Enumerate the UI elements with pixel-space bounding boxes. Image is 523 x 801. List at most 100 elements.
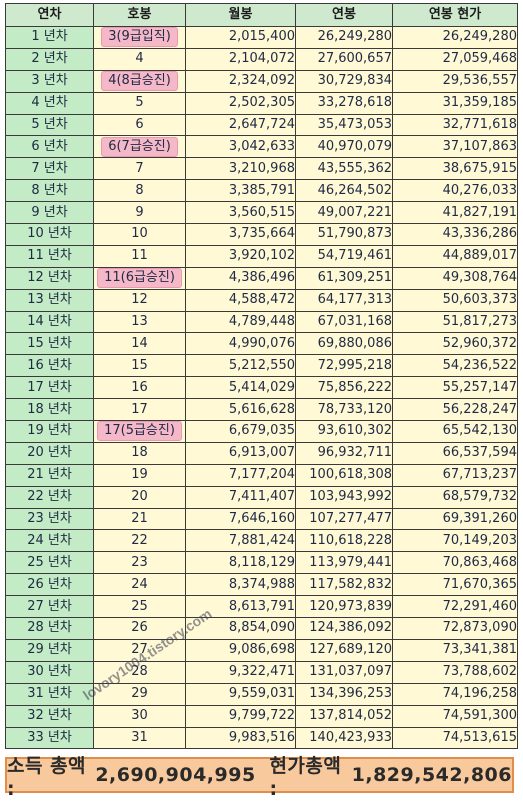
- table-row: 2 년차 4 2,104,072 27,600,657 27,059,468: [5, 47, 518, 71]
- present-value-cell: 73,341,381: [392, 638, 518, 662]
- annual-cell: 131,037,097: [295, 660, 393, 684]
- annual-cell: 30,729,834: [295, 69, 393, 93]
- monthly-cell: 8,613,791: [185, 595, 296, 619]
- monthly-cell: 9,086,698: [185, 638, 296, 662]
- year-cell: 1 년차: [5, 26, 94, 49]
- grade-cell: 4(8급승진): [93, 69, 186, 93]
- monthly-cell: 5,616,628: [185, 398, 296, 422]
- grade-cell: 30: [93, 704, 186, 728]
- annual-cell: 107,277,477: [295, 507, 393, 531]
- annual-cell: 49,007,221: [295, 201, 393, 225]
- grade-cell: 23: [93, 551, 186, 575]
- annual-cell: 61,309,251: [295, 266, 393, 290]
- grade-cell: 12: [93, 288, 186, 312]
- year-cell: 9 년차: [5, 201, 94, 225]
- table-row: 10 년차 10 3,735,664 51,790,873 43,336,286: [5, 223, 518, 246]
- monthly-cell: 7,646,160: [185, 507, 296, 531]
- year-cell: 24 년차: [5, 529, 94, 553]
- table-row: 27 년차 25 8,613,791 120,973,839 72,291,460: [5, 595, 518, 619]
- grade-cell: 10: [93, 223, 186, 246]
- table-row: 31 년차 29 9,559,031 134,396,253 74,196,258: [5, 682, 518, 706]
- monthly-cell: 3,210,968: [185, 157, 296, 181]
- table-row: 5 년차 6 2,647,724 35,473,053 32,771,618: [5, 113, 518, 137]
- table-row: 3 년차 4(8급승진) 2,324,092 30,729,834 29,536,557: [5, 69, 518, 93]
- year-cell: 10 년차: [5, 223, 94, 246]
- salary-table: 연차 호봉 월봉 연봉 연봉 현가 1 년차 3(9급입직) 2,015,400 26…: [5, 3, 518, 750]
- annual-cell: 40,970,079: [295, 135, 393, 159]
- present-value-cell: 55,257,147: [392, 376, 518, 400]
- header-present-value: 연봉 현가: [392, 3, 518, 27]
- annual-cell: 100,618,308: [295, 463, 393, 487]
- grade-cell: 19: [93, 463, 186, 487]
- year-cell: 27 년차: [5, 595, 94, 619]
- monthly-cell: 2,324,092: [185, 69, 296, 93]
- present-value-cell: 49,308,764: [392, 266, 518, 290]
- grade-cell: 14: [93, 332, 186, 356]
- table-row: 13 년차 12 4,588,472 64,177,313 50,603,373: [5, 288, 518, 312]
- present-value-cell: 74,591,300: [392, 704, 518, 728]
- table-row: 14 년차 13 4,789,448 67,031,168 51,817,273: [5, 310, 518, 334]
- table-row: 20 년차 18 6,913,007 96,932,711 66,537,594: [5, 441, 518, 465]
- monthly-cell: 4,386,496: [185, 266, 296, 290]
- year-cell: 32 년차: [5, 704, 94, 728]
- table-row: 6 년차 6(7급승진) 3,042,633 40,970,079 37,107,863: [5, 135, 518, 159]
- header-monthly: 월봉: [185, 3, 296, 27]
- present-value-cell: 74,196,258: [392, 682, 518, 706]
- table-row: 32 년차 30 9,799,722 137,814,052 74,591,300: [5, 704, 518, 728]
- present-value-cell: 70,149,203: [392, 529, 518, 553]
- monthly-cell: 2,502,305: [185, 91, 296, 115]
- monthly-cell: 4,588,472: [185, 288, 296, 312]
- present-value-cell: 74,513,615: [392, 726, 518, 750]
- grade-cell: 24: [93, 573, 186, 597]
- table-row: 21 년차 19 7,177,204 100,618,308 67,713,237: [5, 463, 518, 487]
- table-row: 16 년차 15 5,212,550 72,995,218 54,236,522: [5, 354, 518, 378]
- year-cell: 23 년차: [5, 507, 94, 531]
- promotion-highlight: 3(9급입직): [101, 27, 178, 48]
- year-cell: 31 년차: [5, 682, 94, 706]
- annual-cell: 78,733,120: [295, 398, 393, 422]
- monthly-cell: 3,042,633: [185, 135, 296, 159]
- year-cell: 16 년차: [5, 354, 94, 378]
- annual-cell: 96,932,711: [295, 441, 393, 465]
- annual-cell: 120,973,839: [295, 595, 393, 619]
- grade-cell: 9: [93, 201, 186, 225]
- table-row: 22 년차 20 7,411,407 103,943,992 68,579,732: [5, 485, 518, 509]
- monthly-cell: 8,374,988: [185, 573, 296, 597]
- present-value-cell: 72,873,090: [392, 617, 518, 640]
- monthly-cell: 9,322,471: [185, 660, 296, 684]
- year-cell: 15 년차: [5, 332, 94, 356]
- annual-cell: 51,790,873: [295, 223, 393, 246]
- table-header: 연차 호봉 월봉 연봉 연봉 현가: [5, 3, 518, 27]
- table-row: 7 년차 7 3,210,968 43,555,362 38,675,915: [5, 157, 518, 181]
- table-row: 15 년차 14 4,990,076 69,880,086 52,960,372: [5, 332, 518, 356]
- present-value-cell: 26,249,280: [392, 26, 518, 49]
- year-cell: 21 년차: [5, 463, 94, 487]
- table-row: 28 년차 26 8,854,090 124,386,092 72,873,090: [5, 617, 518, 640]
- year-cell: 29 년차: [5, 638, 94, 662]
- present-value-cell: 52,960,372: [392, 332, 518, 356]
- monthly-cell: 3,920,102: [185, 244, 296, 268]
- year-cell: 30 년차: [5, 660, 94, 684]
- annual-cell: 69,880,086: [295, 332, 393, 356]
- year-cell: 11 년차: [5, 244, 94, 268]
- table-row: 18 년차 17 5,616,628 78,733,120 56,228,247: [5, 398, 518, 422]
- monthly-cell: 3,735,664: [185, 223, 296, 246]
- annual-cell: 127,689,120: [295, 638, 393, 662]
- present-value-cell: 37,107,863: [392, 135, 518, 159]
- year-cell: 5 년차: [5, 113, 94, 137]
- monthly-cell: 4,990,076: [185, 332, 296, 356]
- monthly-cell: 8,854,090: [185, 617, 296, 640]
- present-value-cell: 29,536,557: [392, 69, 518, 93]
- monthly-cell: 5,212,550: [185, 354, 296, 378]
- grade-cell: 29: [93, 682, 186, 706]
- pv-total-value: 1,829,542,806: [351, 764, 512, 786]
- promotion-highlight: 6(7급승진): [101, 136, 178, 157]
- year-cell: 12 년차: [5, 266, 94, 290]
- table-row: 25 년차 23 8,118,129 113,979,441 70,863,468: [5, 551, 518, 575]
- present-value-cell: 40,276,033: [392, 179, 518, 203]
- year-cell: 18 년차: [5, 398, 94, 422]
- present-value-cell: 38,675,915: [392, 157, 518, 181]
- annual-cell: 33,278,618: [295, 91, 393, 115]
- present-value-cell: 31,359,185: [392, 91, 518, 115]
- table-row: 1 년차 3(9급입직) 2,015,400 26,249,280 26,249,280: [5, 26, 518, 49]
